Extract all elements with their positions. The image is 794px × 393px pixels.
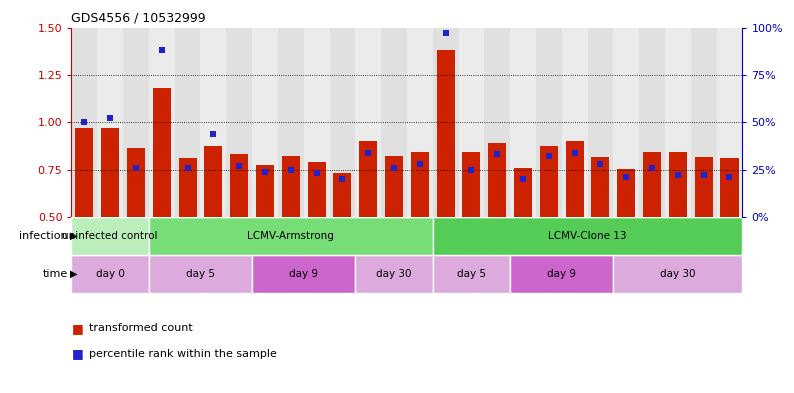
- Bar: [385, 156, 403, 217]
- Text: ■: ■: [71, 321, 83, 335]
- Bar: [149, 217, 433, 255]
- Text: transformed count: transformed count: [89, 323, 193, 333]
- Text: day 9: day 9: [547, 269, 576, 279]
- Bar: [437, 50, 455, 217]
- Bar: [71, 217, 149, 255]
- Bar: [639, 28, 665, 217]
- Bar: [669, 152, 687, 217]
- Bar: [101, 128, 119, 217]
- Bar: [356, 255, 433, 293]
- Bar: [433, 255, 510, 293]
- Text: ▶: ▶: [70, 231, 77, 241]
- Text: GDS4556 / 10532999: GDS4556 / 10532999: [71, 12, 206, 25]
- Bar: [127, 148, 145, 217]
- Bar: [149, 28, 175, 217]
- Bar: [256, 165, 274, 217]
- Text: ■: ■: [71, 347, 83, 360]
- Bar: [303, 28, 330, 217]
- Bar: [540, 146, 558, 217]
- Bar: [71, 255, 149, 293]
- Text: uninfected control: uninfected control: [63, 231, 158, 241]
- Bar: [613, 28, 639, 217]
- Bar: [484, 28, 511, 217]
- Bar: [665, 28, 691, 217]
- Text: LCMV-Clone 13: LCMV-Clone 13: [549, 231, 626, 241]
- Bar: [179, 158, 197, 217]
- Text: day 9: day 9: [289, 269, 318, 279]
- Text: percentile rank within the sample: percentile rank within the sample: [89, 349, 277, 359]
- Bar: [97, 28, 123, 217]
- Bar: [71, 28, 97, 217]
- Bar: [536, 28, 561, 217]
- Text: LCMV-Armstrong: LCMV-Armstrong: [248, 231, 334, 241]
- Bar: [75, 128, 94, 217]
- Bar: [565, 141, 584, 217]
- Bar: [152, 88, 171, 217]
- Text: day 0: day 0: [96, 269, 125, 279]
- Bar: [643, 152, 661, 217]
- Bar: [562, 28, 588, 217]
- Bar: [149, 255, 252, 293]
- Text: day 5: day 5: [186, 269, 215, 279]
- Bar: [617, 169, 635, 217]
- Bar: [716, 28, 742, 217]
- Bar: [514, 168, 532, 217]
- Bar: [359, 141, 377, 217]
- Bar: [410, 152, 429, 217]
- Bar: [333, 173, 352, 217]
- Bar: [278, 28, 303, 217]
- Bar: [307, 162, 326, 217]
- Bar: [592, 157, 610, 217]
- Bar: [510, 255, 613, 293]
- Text: day 5: day 5: [457, 269, 486, 279]
- Text: infection: infection: [19, 231, 67, 241]
- Bar: [226, 28, 252, 217]
- Bar: [433, 217, 742, 255]
- Bar: [356, 28, 381, 217]
- Bar: [720, 158, 738, 217]
- Bar: [695, 157, 713, 217]
- Bar: [462, 152, 480, 217]
- Text: day 30: day 30: [660, 269, 696, 279]
- Bar: [200, 28, 226, 217]
- Bar: [613, 255, 742, 293]
- Bar: [691, 28, 716, 217]
- Bar: [488, 143, 507, 217]
- Text: day 30: day 30: [376, 269, 412, 279]
- Bar: [175, 28, 200, 217]
- Text: time: time: [42, 269, 67, 279]
- Bar: [459, 28, 484, 217]
- Bar: [230, 154, 249, 217]
- Bar: [433, 28, 459, 217]
- Bar: [282, 156, 300, 217]
- Bar: [252, 28, 278, 217]
- Bar: [381, 28, 407, 217]
- Bar: [252, 255, 355, 293]
- Text: ▶: ▶: [70, 269, 77, 279]
- Bar: [204, 146, 222, 217]
- Bar: [330, 28, 356, 217]
- Bar: [407, 28, 433, 217]
- Bar: [588, 28, 613, 217]
- Bar: [510, 28, 536, 217]
- Bar: [123, 28, 149, 217]
